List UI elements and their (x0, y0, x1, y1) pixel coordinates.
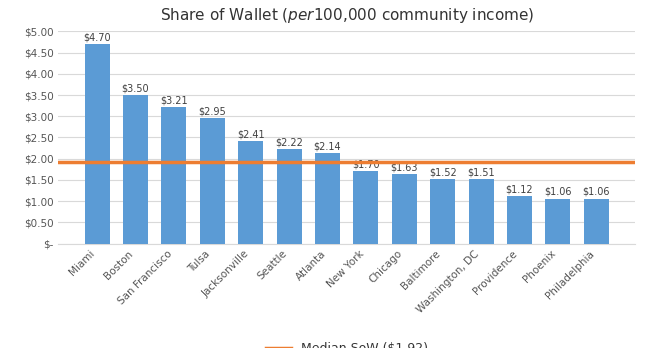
Bar (469, 180, 494, 244)
Bar (430, 179, 455, 244)
Legend: Median SoW ($1.92): Median SoW ($1.92) (260, 338, 433, 348)
Text: $1.06: $1.06 (544, 187, 572, 197)
Text: $1.06: $1.06 (583, 187, 610, 197)
Text: $1.51: $1.51 (467, 168, 495, 178)
Text: $2.22: $2.22 (275, 138, 303, 148)
Bar (584, 199, 609, 244)
Text: $2.95: $2.95 (198, 106, 226, 117)
Bar (200, 118, 225, 244)
Bar (84, 44, 110, 244)
Text: $1.63: $1.63 (391, 163, 418, 173)
Text: $3.21: $3.21 (160, 96, 188, 106)
Bar (392, 174, 417, 244)
Text: $4.70: $4.70 (83, 32, 111, 42)
Text: $1.12: $1.12 (505, 184, 533, 194)
Title: Share of Wallet ($ per $100,000 community income): Share of Wallet ($ per $100,000 communit… (159, 6, 534, 25)
Text: $2.14: $2.14 (314, 141, 341, 151)
Text: $1.52: $1.52 (429, 167, 457, 177)
Bar (507, 196, 532, 244)
Bar (353, 172, 378, 244)
Bar (123, 95, 148, 244)
Bar (546, 199, 570, 244)
Bar (161, 107, 187, 244)
Text: $1.70: $1.70 (352, 160, 380, 170)
Bar (315, 153, 340, 244)
Bar (277, 149, 301, 244)
Bar (238, 141, 263, 244)
Text: $3.50: $3.50 (122, 83, 149, 93)
Text: $2.41: $2.41 (237, 129, 264, 140)
